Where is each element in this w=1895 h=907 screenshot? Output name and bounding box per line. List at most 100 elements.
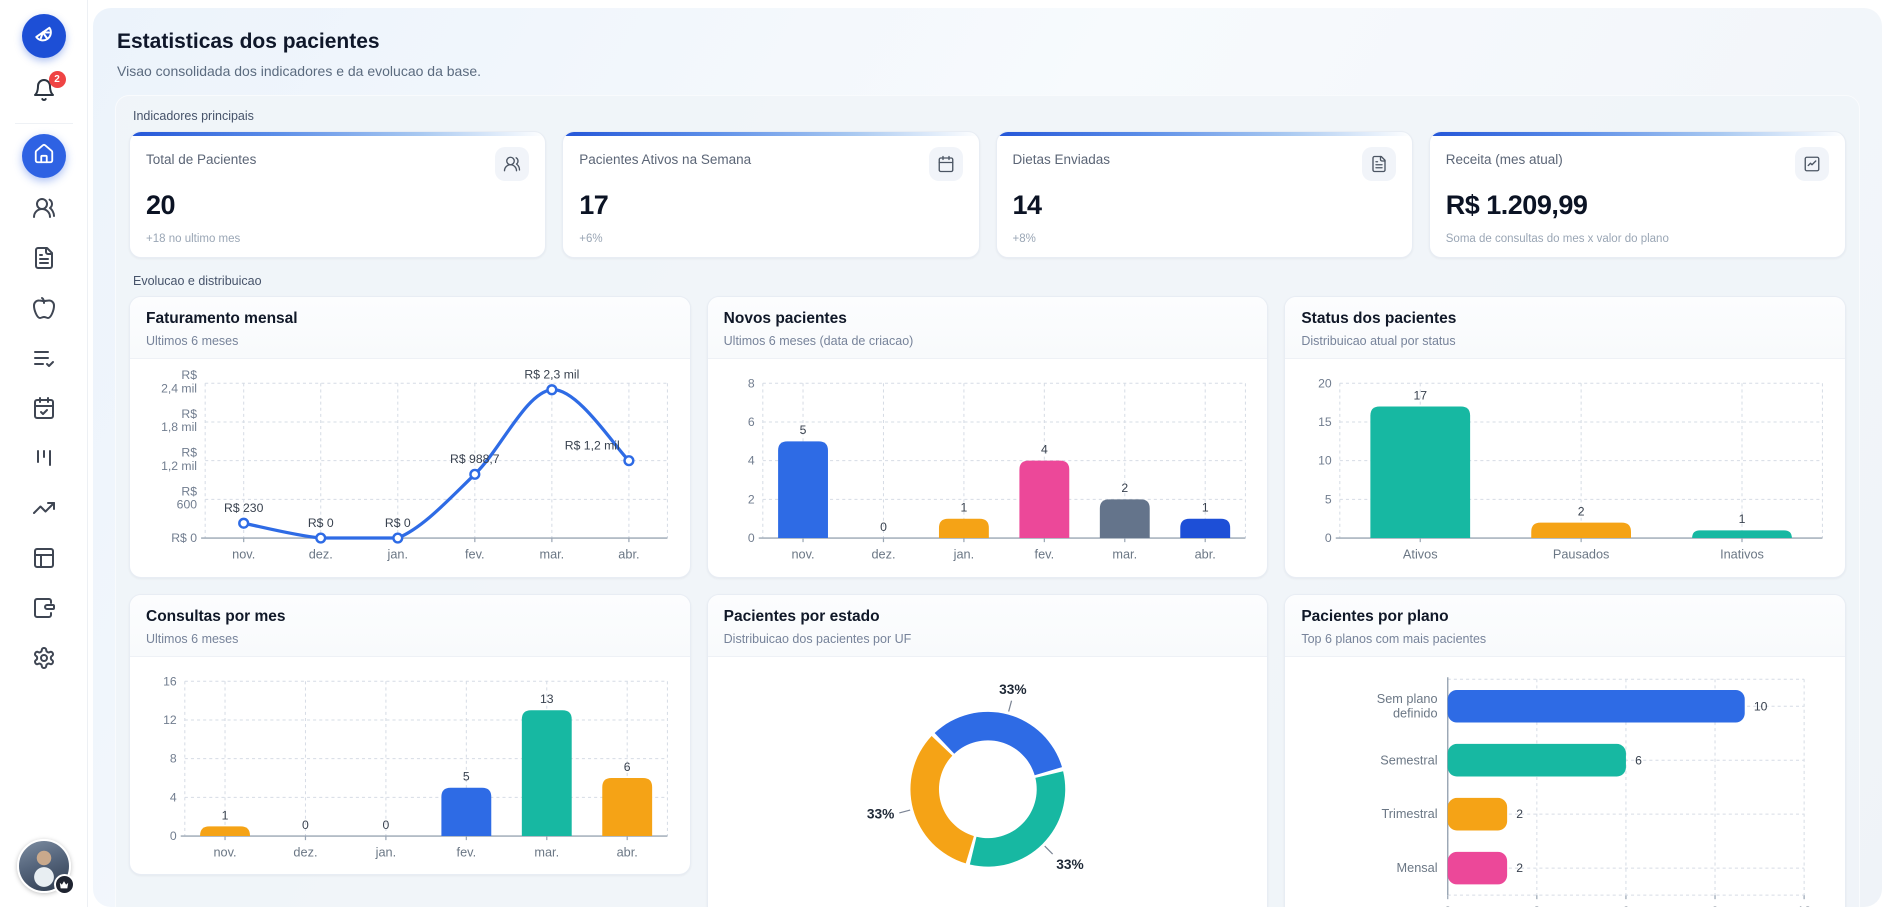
svg-text:dez.: dez.: [293, 844, 317, 859]
nav-agenda[interactable]: [32, 396, 56, 425]
svg-text:6: 6: [1623, 903, 1630, 907]
svg-text:3: 3: [1534, 903, 1541, 907]
svg-text:jan.: jan.: [387, 546, 409, 561]
nav-settings[interactable]: [32, 646, 56, 675]
sidebar: 2: [0, 0, 88, 907]
svg-text:0: 0: [170, 829, 177, 843]
svg-text:2: 2: [1578, 504, 1585, 518]
kpi-label: Dietas Enviadas: [1012, 152, 1111, 167]
svg-text:0: 0: [1445, 903, 1452, 907]
pacientes-por-plano-card: Pacientes por plano Top 6 planos com mai…: [1284, 593, 1846, 907]
sidebar-divider: [14, 123, 73, 124]
dashboard-panel: Estatisticas dos pacientes Visao consoli…: [93, 8, 1882, 907]
svg-text:Trimestral: Trimestral: [1382, 806, 1438, 821]
svg-text:33%: 33%: [1056, 856, 1084, 871]
svg-text:6: 6: [624, 760, 631, 774]
svg-text:6: 6: [1635, 753, 1642, 767]
kpi-footer: +18 no ultimo mes: [146, 233, 241, 245]
bell-icon: [32, 79, 56, 105]
svg-text:0: 0: [302, 818, 309, 832]
svg-text:Ativos: Ativos: [1403, 546, 1438, 561]
kpis-section-label: Indicadores principais: [133, 109, 254, 123]
status-bar-chart: 0 5 10 15 20 Ativos Pausados Inativos 17 2 1: [1285, 359, 1845, 577]
kpi-label: Total de Pacientes: [146, 152, 257, 167]
chart-subtitle: Ultimos 6 meses: [146, 631, 239, 646]
svg-text:6: 6: [748, 415, 755, 429]
kpi-accent-bar: [1429, 132, 1845, 136]
svg-text:10: 10: [1754, 699, 1768, 713]
svg-text:Mensal: Mensal: [1397, 860, 1438, 875]
nav-home[interactable]: [21, 134, 66, 178]
svg-text:15: 15: [1318, 415, 1332, 429]
svg-text:1: 1: [222, 808, 229, 822]
nav-nutrition[interactable]: [32, 296, 56, 325]
svg-text:13: 13: [540, 692, 554, 706]
svg-text:5: 5: [463, 769, 470, 783]
chart-title: Consultas por mes: [146, 607, 286, 625]
svg-text:1: 1: [960, 501, 967, 515]
kpi-receita: Receita (mes atual) R$ 1.209,99 Soma de …: [1428, 131, 1846, 258]
consultas-bar-chart: 0 4 8 12 16 nov. dez. jan. fev. mar. abr. 1 0 0 5 13 6: [130, 657, 690, 875]
kpi-accent-bar: [130, 132, 546, 136]
nav-billing[interactable]: [32, 597, 56, 622]
svg-text:20: 20: [1318, 376, 1332, 390]
svg-text:R$ 988,7: R$ 988,7: [450, 452, 500, 466]
charts-section-label: Evolucao e distribuicao: [133, 274, 262, 288]
svg-text:0: 0: [1325, 531, 1332, 545]
svg-text:fev.: fev.: [457, 844, 477, 859]
kpi-total-pacientes: Total de Pacientes 20 +18 no ultimo mes: [129, 131, 547, 258]
nav-tasks[interactable]: [32, 348, 56, 372]
kpi-value: 17: [579, 190, 609, 220]
svg-text:5: 5: [1325, 492, 1332, 506]
kpi-grid: Total de Pacientes 20 +18 no ultimo mes: [129, 131, 1846, 258]
sidebar-nav: [21, 134, 66, 675]
svg-text:jan.: jan.: [952, 546, 974, 561]
svg-text:33%: 33%: [867, 806, 895, 821]
svg-text:R$ 2,3 mil: R$ 2,3 mil: [524, 368, 579, 382]
svg-text:5: 5: [799, 423, 806, 437]
status-pacientes-card: Status dos pacientes Distribuicao atual …: [1284, 296, 1846, 578]
nav-tables[interactable]: [32, 547, 56, 572]
svg-text:2: 2: [1517, 807, 1524, 821]
kanban-icon: [32, 446, 56, 475]
user-avatar[interactable]: [16, 839, 75, 895]
svg-text:2: 2: [1517, 861, 1524, 875]
calendar-icon: [928, 147, 963, 181]
svg-text:Semestral: Semestral: [1381, 752, 1438, 767]
svg-text:dez.: dez.: [309, 546, 333, 561]
chart-title: Faturamento mensal: [146, 310, 298, 327]
svg-text:nov.: nov.: [791, 546, 814, 561]
svg-text:10: 10: [1318, 454, 1332, 468]
svg-text:R$ 230: R$ 230: [224, 501, 264, 515]
svg-text:8: 8: [170, 751, 177, 765]
svg-text:jan.: jan.: [375, 844, 397, 859]
gear-icon: [32, 646, 56, 675]
svg-text:mar.: mar.: [534, 844, 559, 859]
kpi-dietas-enviadas: Dietas Enviadas 14 +8%: [995, 131, 1413, 258]
svg-text:Inativos: Inativos: [1720, 546, 1764, 561]
chart-title: Pacientes por estado: [723, 607, 880, 625]
nav-kanban[interactable]: [32, 448, 56, 472]
svg-text:0: 0: [383, 818, 390, 832]
notifications-button[interactable]: 2: [28, 71, 66, 109]
page-subtitle: Visao consolidada dos indicadores e da e…: [117, 63, 481, 79]
nav-patients[interactable]: [32, 197, 56, 222]
notification-badge: 2: [48, 71, 66, 88]
svg-text:0: 0: [880, 520, 887, 534]
chart-subtitle: Ultimos 6 meses (data de criacao): [723, 334, 914, 348]
pacientes-por-estado-card: Pacientes por estado Distribuicao dos pa…: [706, 593, 1269, 907]
nav-stats[interactable]: [32, 498, 56, 522]
svg-text:0: 0: [748, 531, 755, 545]
nav-documents[interactable]: [32, 246, 56, 272]
app-logo[interactable]: [21, 14, 66, 58]
users-icon: [495, 147, 530, 181]
line-chart-icon: [1795, 147, 1829, 181]
avatar-photo: [16, 839, 71, 893]
consultas-por-mes-card: Consultas por mes Ultimos 6 meses 0 4 8 12 1…: [129, 593, 691, 876]
apple-icon: [32, 296, 56, 325]
calendar-check-icon: [32, 396, 56, 425]
main-content: Estatisticas dos pacientes Visao consoli…: [88, 0, 1895, 907]
svg-text:2: 2: [1121, 481, 1128, 495]
svg-text:16: 16: [163, 674, 177, 688]
